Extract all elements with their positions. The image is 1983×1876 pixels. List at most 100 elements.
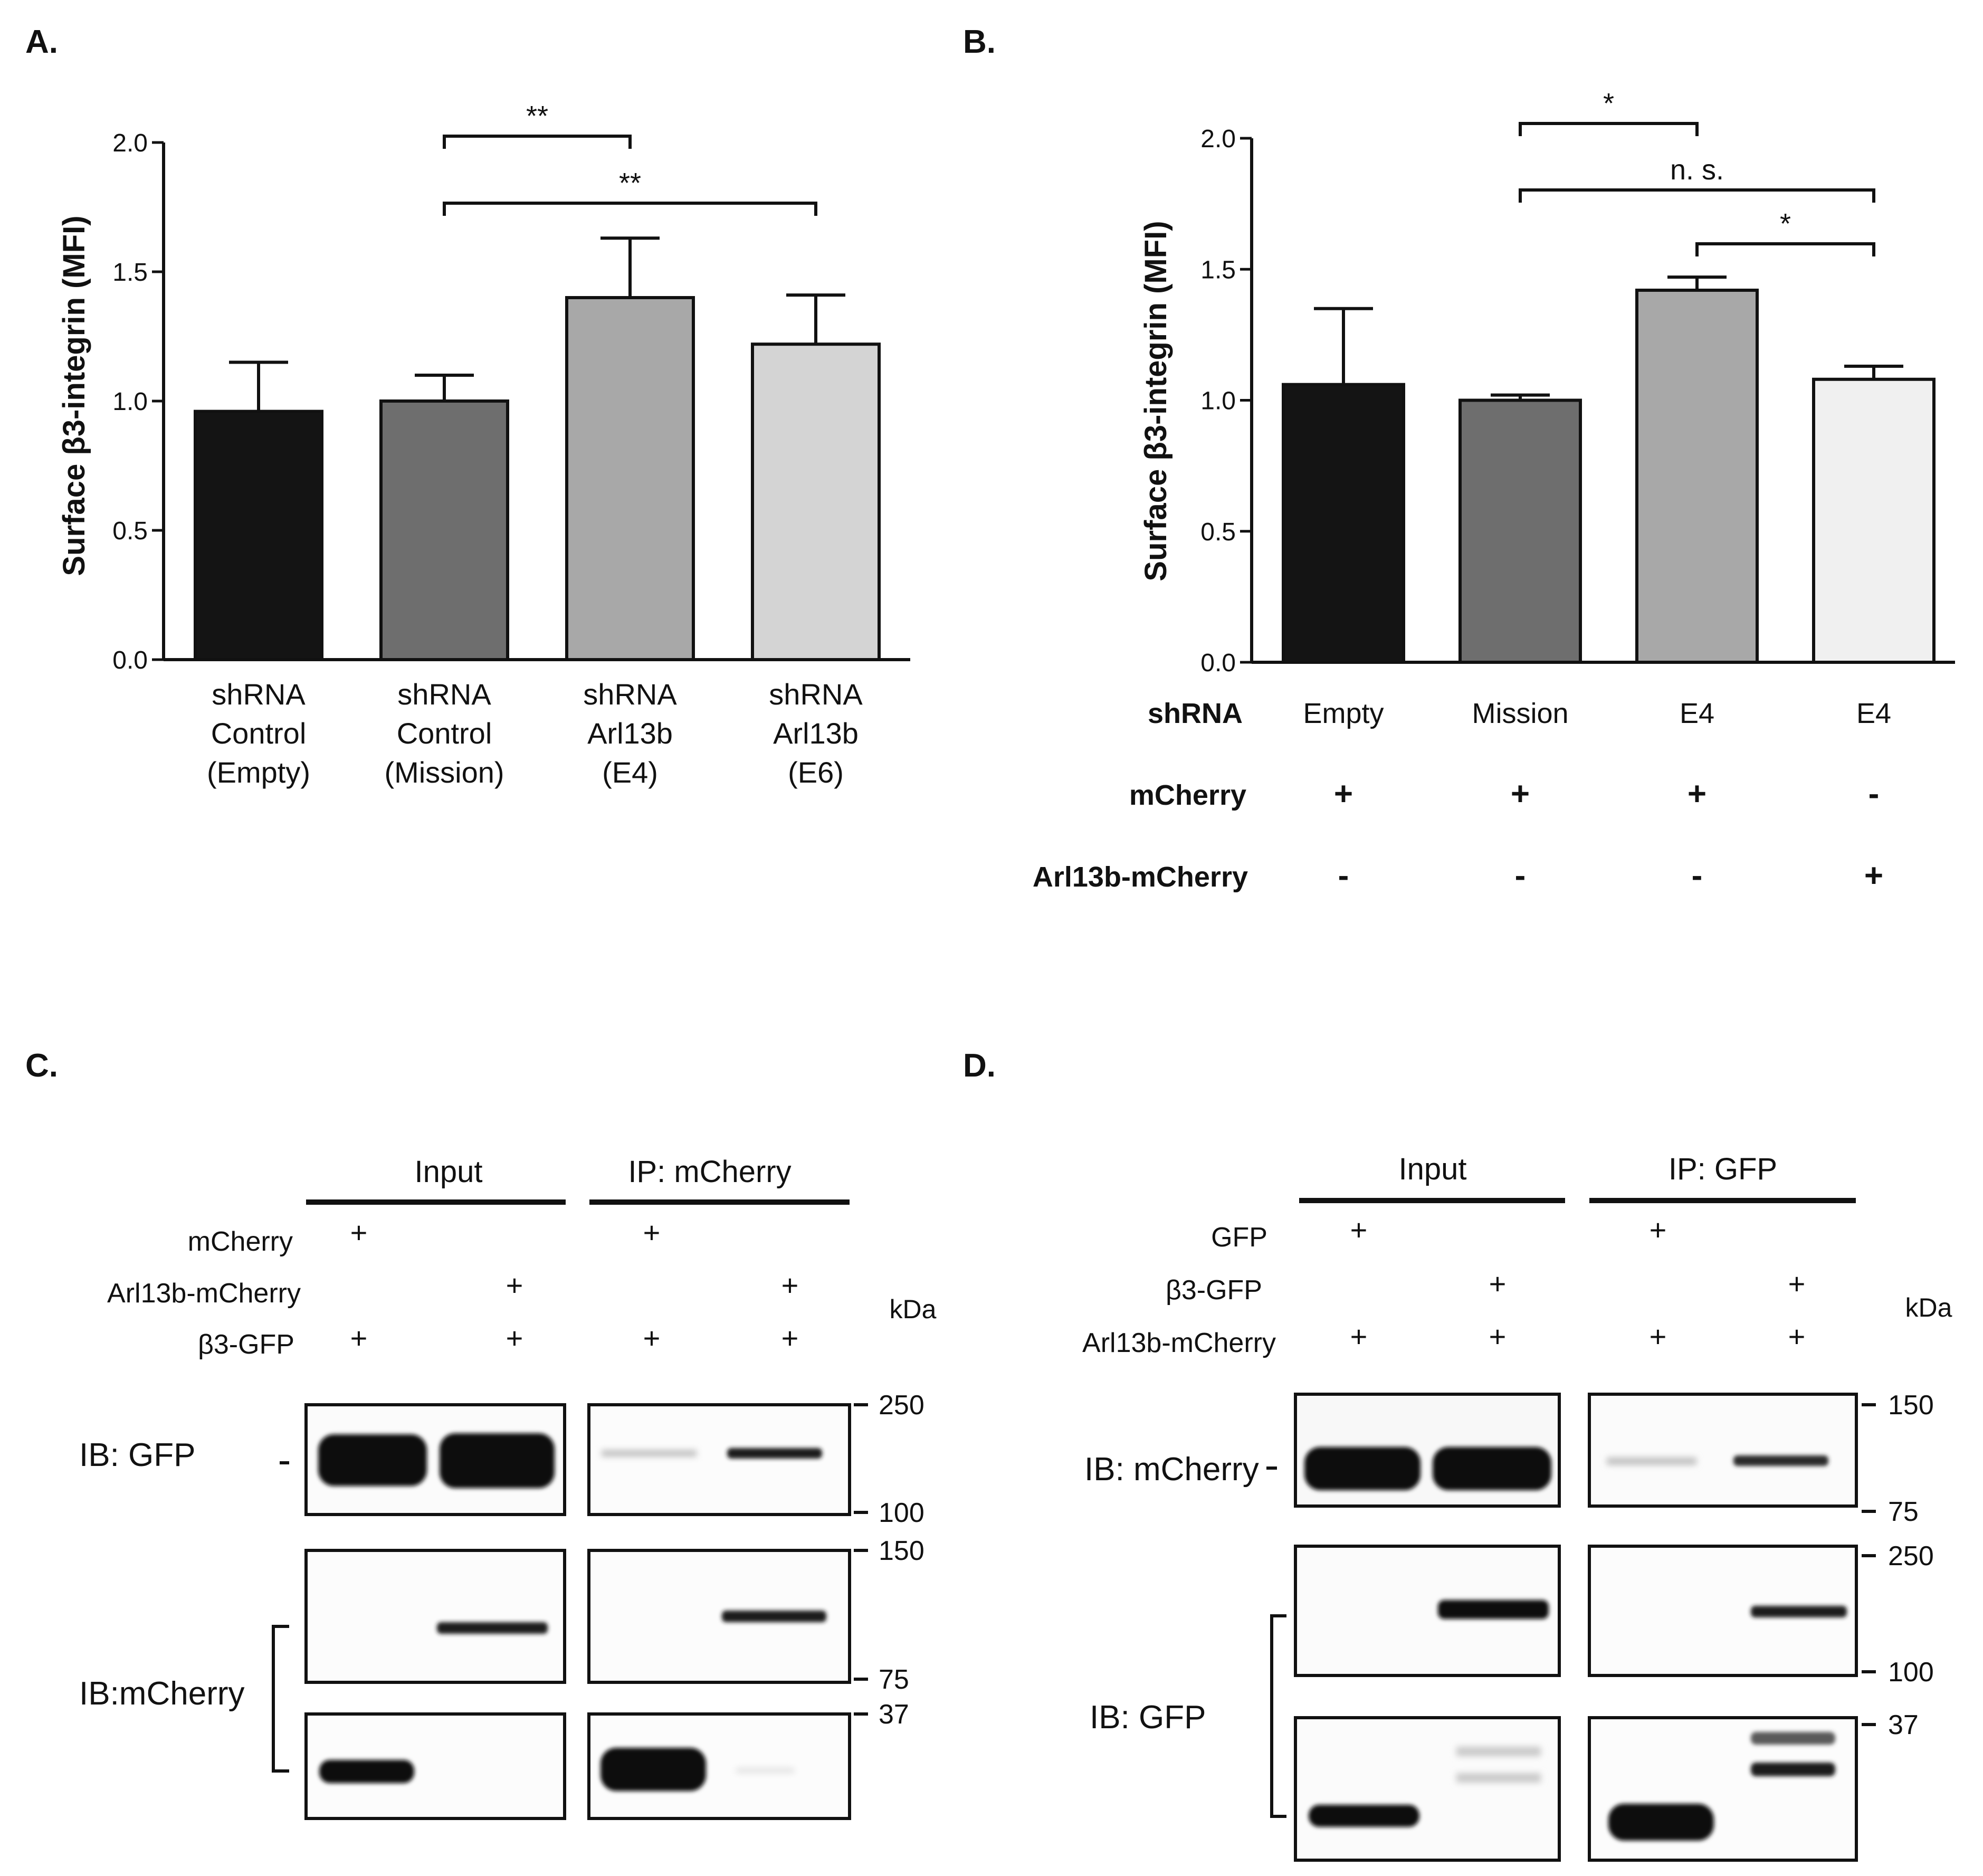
blot-d-gfp-input-band — [1456, 1773, 1541, 1783]
blot-c-gfp-ip-band — [602, 1450, 697, 1456]
condition-value: - — [1692, 858, 1703, 894]
x-category-label: shRNA — [397, 678, 491, 711]
panel-b-letter: B. — [963, 24, 996, 60]
blot-d-gfp-input-band — [1438, 1600, 1549, 1619]
y-tick-label: 1.0 — [112, 388, 148, 416]
condition-sign: + — [350, 1216, 368, 1249]
significance-bracket — [443, 202, 817, 216]
condition-value: Mission — [1472, 698, 1568, 729]
blot-d-gfp-ip-band — [1751, 1763, 1835, 1776]
blot-c-ib-mcherry-label: IB:mCherry — [79, 1675, 244, 1712]
blot-c-gfp-ip-membrane — [587, 1403, 851, 1516]
condition-value: Empty — [1303, 698, 1384, 729]
x-category-label: shRNA — [212, 678, 306, 711]
significance-bracket — [443, 135, 632, 149]
blot-c-marker-75: 75 — [879, 1664, 909, 1695]
y-tick-label: 0.5 — [112, 517, 148, 545]
significance-bracket — [1519, 188, 1875, 203]
condition-value: + — [1511, 776, 1530, 812]
y-tick-label: 2.0 — [112, 129, 148, 157]
blot-c-mcherry-input-band — [437, 1622, 548, 1634]
significance-label: n. s. — [1670, 154, 1724, 186]
blot-c-gfp-ip-band — [727, 1448, 822, 1459]
panel-c-letter: C. — [25, 1047, 58, 1084]
condition-sign: + — [1650, 1320, 1667, 1353]
condition-value: + — [1688, 776, 1706, 812]
panel-a-bar-chart: Surface β3-integrin (MFI) 0.0 0.5 1.0 1.5 2.… — [57, 100, 910, 789]
condition-value: - — [1868, 776, 1880, 812]
bar — [1635, 288, 1759, 664]
blot-d-gfp-input-band — [1309, 1805, 1419, 1827]
blot-d-ib-mcherry-label: IB: mCherry — [1084, 1451, 1259, 1488]
blot-c-condition-label: mCherry — [188, 1226, 293, 1257]
blot-c-group-input: Input — [415, 1155, 483, 1189]
condition-sign: + — [1489, 1267, 1507, 1300]
blot-d-gfp-input-band — [1456, 1747, 1541, 1756]
condition-sign: + — [1650, 1213, 1667, 1246]
condition-sign: + — [1350, 1213, 1368, 1246]
condition-sign: + — [781, 1321, 799, 1355]
x-category-label: Arl13b — [773, 717, 859, 750]
condition-sign: + — [781, 1269, 799, 1302]
blot-c-marker-250: 250 — [879, 1390, 924, 1421]
blot-d-gfp-ip-band — [1751, 1732, 1835, 1745]
condition-sign: + — [1350, 1320, 1368, 1353]
blot-d-condition-label: GFP — [1211, 1222, 1267, 1253]
blot-d-mcherry-ip-membrane — [1588, 1393, 1858, 1508]
blot-c-gfp-input-band — [318, 1434, 427, 1486]
condition-row-label: Arl13b-mCherry — [1033, 861, 1248, 893]
y-tick-label: 2.0 — [1200, 125, 1236, 153]
blot-c-marker-100: 100 — [879, 1498, 924, 1528]
condition-sign: + — [643, 1216, 661, 1249]
blot-d-marker-250: 250 — [1888, 1541, 1934, 1572]
condition-row-label: shRNA — [1148, 698, 1243, 729]
condition-value: + — [1334, 776, 1353, 812]
significance-bracket — [1519, 122, 1699, 136]
blot-d-condition-label: β3-GFP — [1166, 1275, 1262, 1306]
panel-b-bar-chart: Surface β3-integrin (MFI) 0.0 0.5 1.0 1.5 2.… — [1033, 88, 1955, 894]
x-category-label: (E6) — [788, 756, 844, 789]
blot-c-marker-150: 150 — [879, 1536, 924, 1566]
blot-c-ib-gfp-label: IB: GFP — [79, 1437, 195, 1473]
bar — [565, 296, 695, 661]
bar — [751, 342, 881, 661]
blot-c-kda-label: kDa — [890, 1294, 937, 1324]
condition-sign: + — [1489, 1320, 1507, 1353]
panel-a-y-axis-label: Surface β3-integrin (MFI) — [57, 215, 91, 576]
blot-d-gfp-ip-band — [1608, 1804, 1714, 1841]
blot-d-mcherry-ip-band — [1607, 1458, 1696, 1465]
blot-c-marker-37: 37 — [879, 1699, 909, 1730]
blot-c-mcherry-ip-band — [736, 1768, 794, 1773]
condition-row-label: mCherry — [1129, 779, 1246, 811]
condition-value: - — [1338, 858, 1349, 894]
x-category-label: (E4) — [602, 756, 658, 789]
panel-d-western-blot: Input IP: GFP GFP β3-GFP Arl13b-mCherry … — [1082, 1152, 1952, 1862]
bar — [379, 399, 509, 661]
blot-c-mcherry-input-membrane-upper — [304, 1549, 566, 1684]
blot-c-bracket — [272, 1625, 289, 1773]
y-tick-label: 1.5 — [1200, 256, 1236, 284]
blot-d-marker-75: 75 — [1888, 1497, 1919, 1527]
x-category-label: shRNA — [583, 678, 677, 711]
blot-d-marker-100: 100 — [1888, 1657, 1934, 1688]
bar — [1812, 377, 1936, 664]
blot-c-mcherry-ip-band — [600, 1748, 706, 1791]
x-category-label: Control — [397, 717, 492, 750]
condition-sign: + — [1788, 1320, 1806, 1353]
condition-sign: + — [643, 1321, 661, 1355]
blot-d-marker-150: 150 — [1888, 1390, 1934, 1421]
significance-label: ** — [526, 100, 548, 132]
blot-d-mcherry-input-band — [1304, 1447, 1420, 1490]
bar — [1282, 383, 1405, 664]
blot-d-group-input: Input — [1399, 1152, 1467, 1186]
y-tick-label: 1.5 — [112, 259, 148, 287]
blot-c-mcherry-ip-band — [722, 1611, 826, 1622]
y-tick-label: 0.5 — [1200, 518, 1236, 546]
blot-d-bracket — [1270, 1614, 1286, 1818]
blot-c-group-ip: IP: mCherry — [628, 1155, 791, 1189]
blot-d-mcherry-input-band — [1433, 1447, 1551, 1490]
condition-value: - — [1515, 858, 1526, 894]
condition-sign: + — [506, 1321, 523, 1355]
panel-a-letter: A. — [25, 24, 58, 60]
